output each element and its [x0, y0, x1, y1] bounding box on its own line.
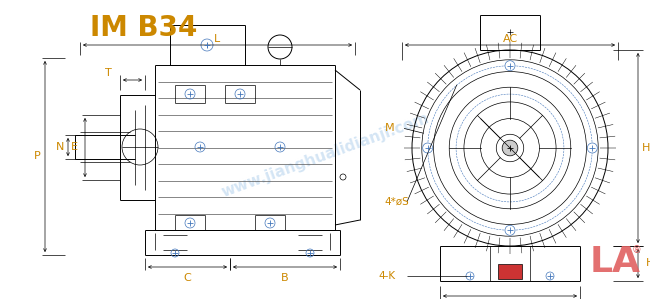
Text: IM B34: IM B34 — [90, 14, 198, 42]
Bar — [498, 264, 522, 279]
Circle shape — [505, 61, 515, 71]
Text: N: N — [56, 142, 64, 152]
Text: T: T — [105, 68, 111, 78]
Text: HD: HD — [642, 143, 650, 153]
Text: LA: LA — [590, 245, 641, 279]
Text: B: B — [281, 273, 289, 283]
Text: AC: AC — [502, 34, 517, 44]
Text: L: L — [214, 34, 220, 44]
Text: 4-K: 4-K — [378, 271, 396, 281]
Text: M: M — [385, 123, 395, 133]
Text: P: P — [34, 151, 40, 161]
Circle shape — [588, 143, 597, 153]
Text: H: H — [646, 258, 650, 268]
Circle shape — [502, 140, 518, 156]
Circle shape — [505, 225, 515, 235]
Circle shape — [422, 143, 433, 153]
Text: E: E — [70, 142, 77, 152]
Text: ®: ® — [632, 245, 642, 255]
Text: www.jianghualidianji.com: www.jianghualidianji.com — [219, 110, 431, 200]
Text: C: C — [183, 273, 191, 283]
Text: 4*øS: 4*øS — [385, 197, 410, 207]
